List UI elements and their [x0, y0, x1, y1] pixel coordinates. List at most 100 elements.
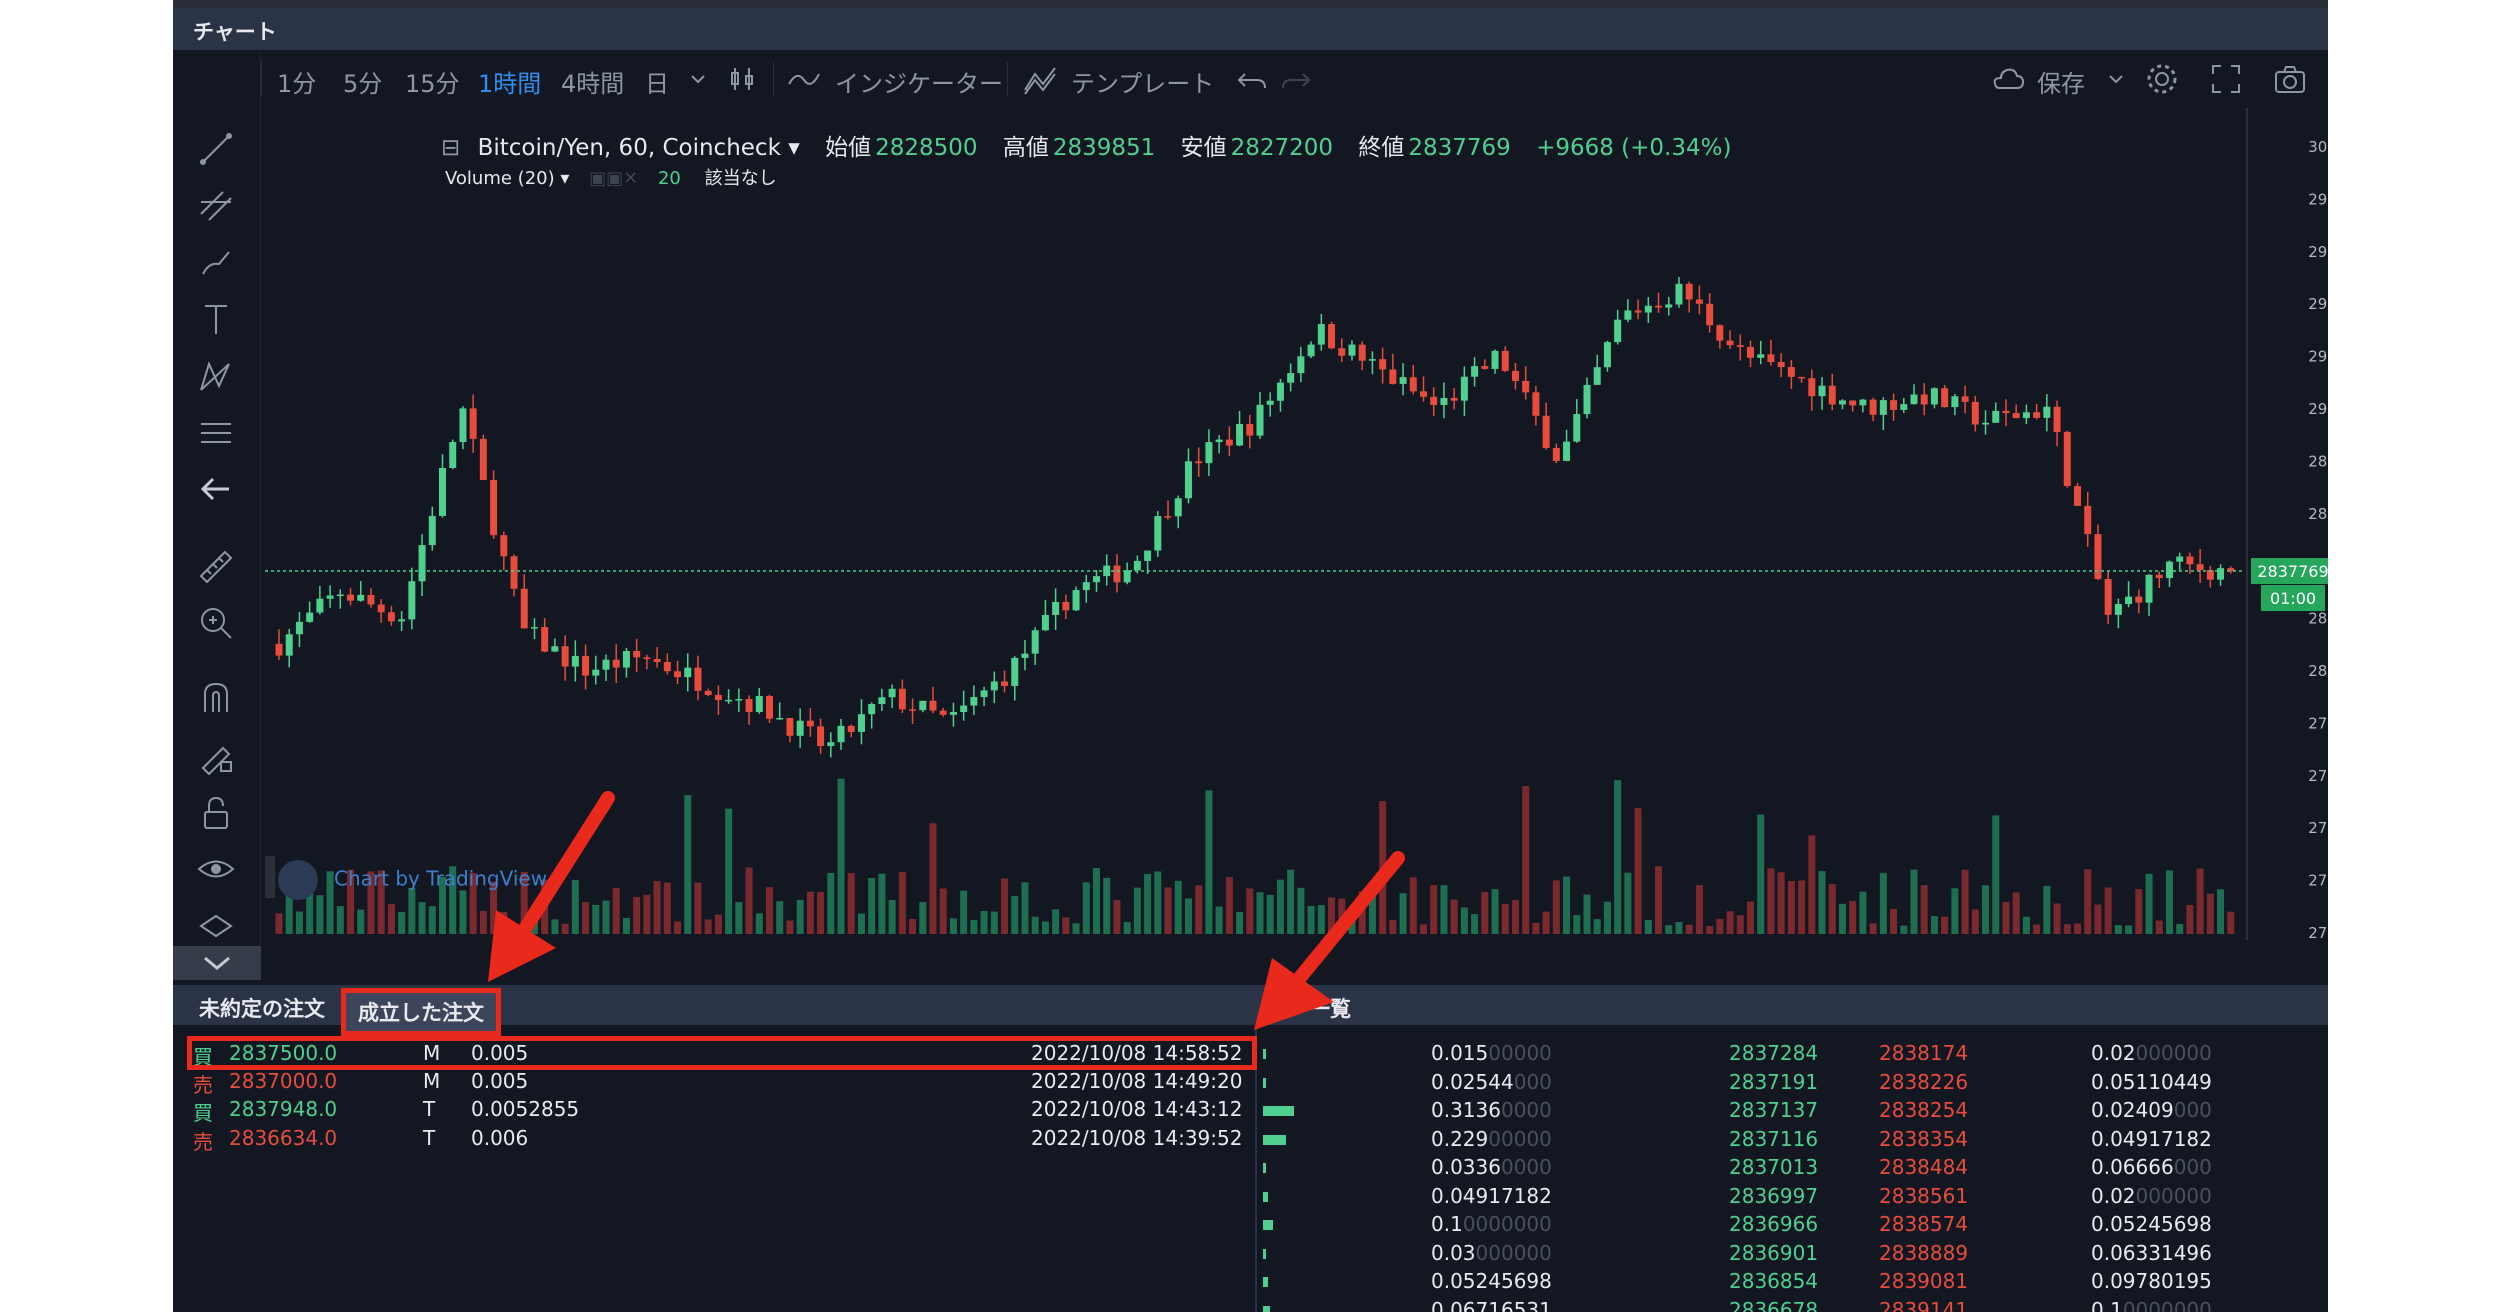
gear-icon[interactable]: [2143, 60, 2181, 98]
interval-1h[interactable]: 1時間: [478, 70, 542, 98]
order-row[interactable]: 売 2837000.0 M 0.005 2022/10/08 14:49:20: [193, 1069, 1243, 1097]
candle-body: [541, 627, 549, 652]
price-axis[interactable]: 3000000 2980000 2960000 2940000 2920000 29000…: [2308, 138, 2328, 940]
price-chart[interactable]: 3000000 2980000 2960000 2940000 2920000 29000…: [265, 108, 2328, 940]
order-book-row[interactable]: 0.03000000 2836901 2838889 0.06331496: [1263, 1241, 2323, 1269]
indicator-icon[interactable]: [785, 60, 823, 98]
bid-amount: 0.05245698: [1431, 1269, 1552, 1293]
cloud-icon[interactable]: [1989, 60, 2027, 98]
lock-drawing-icon[interactable]: [195, 734, 237, 776]
volume-bar: [1133, 887, 1141, 934]
layers-icon[interactable]: [195, 906, 237, 948]
template-icon[interactable]: [1021, 60, 1059, 98]
volume-bar: [1726, 911, 1734, 934]
candle-body: [347, 594, 355, 601]
templates-button[interactable]: テンプレート: [1071, 70, 1215, 98]
volume-bar: [1113, 900, 1121, 934]
interval-1m[interactable]: 1分: [277, 70, 317, 98]
interval-1d[interactable]: 日: [645, 70, 669, 98]
pattern-tool-icon[interactable]: [195, 356, 237, 398]
candle-body: [1011, 657, 1019, 687]
chevron-down-icon[interactable]: [2097, 60, 2135, 98]
order-row[interactable]: 売 2836634.0 T 0.006 2022/10/08 14:39:52: [193, 1126, 1243, 1154]
candle-body: [2012, 413, 2020, 419]
order-side: 売: [193, 1130, 213, 1154]
candle-body: [643, 657, 651, 659]
volume-bar: [980, 910, 988, 934]
order-book-row[interactable]: 0.22900000 2837116 2838354 0.04917182: [1263, 1127, 2323, 1155]
eye-icon[interactable]: [195, 848, 237, 890]
bid-amount: 0.06716531: [1431, 1297, 1552, 1312]
fib-tool-icon[interactable]: [195, 186, 237, 228]
interval-5m[interactable]: 5分: [343, 70, 383, 98]
order-book-row[interactable]: 0.04917182 2836997 2838561 0.02000000: [1263, 1184, 2323, 1212]
candle-body: [398, 619, 406, 622]
volume-bar: [1787, 881, 1795, 934]
candle-body: [909, 709, 917, 711]
zoom-icon[interactable]: [195, 602, 237, 644]
tradingview-watermark[interactable]: Chart by TradingView: [278, 860, 547, 900]
collapse-legend-icon[interactable]: ⊟: [441, 135, 461, 161]
order-row[interactable]: 買 2837948.0 T 0.0052855 2022/10/08 14:43…: [193, 1097, 1243, 1125]
volume-label[interactable]: Volume (20): [445, 168, 555, 189]
symbol-name[interactable]: Bitcoin/Yen, 60, Coincheck: [477, 135, 781, 161]
trend-line-icon[interactable]: [195, 128, 237, 170]
camera-icon[interactable]: [2271, 60, 2309, 98]
bid-amount-padding: 0000: [1500, 1155, 1552, 1179]
candle-body: [684, 667, 692, 678]
brush-icon[interactable]: [195, 242, 237, 284]
collapse-toolbar-icon[interactable]: [173, 946, 261, 980]
lock-icon[interactable]: [195, 792, 237, 834]
redo-icon[interactable]: [1277, 60, 1315, 98]
ruler-icon[interactable]: [195, 546, 237, 588]
candle-body: [1420, 391, 1427, 397]
volume-settings-icon[interactable]: ▣▣✕: [589, 168, 639, 189]
candle-body: [1716, 325, 1724, 341]
order-book-row[interactable]: 0.01500000 2837284 2838174 0.02000000: [1263, 1041, 2323, 1069]
order-row[interactable]: 買 2837500.0 M 0.005 2022/10/08 14:58:52: [193, 1041, 1243, 1069]
order-book-row[interactable]: 0.03360000 2837013 2838484 0.06666000: [1263, 1155, 2323, 1183]
price-tick-label: 2740000: [2308, 819, 2328, 837]
magnet-icon[interactable]: [195, 676, 237, 718]
candle-body: [1655, 305, 1663, 308]
scroll-handle[interactable]: [265, 856, 275, 898]
ask-amount: 0.06331496: [2091, 1240, 2212, 1265]
volume-bar: [2165, 870, 2173, 934]
save-button[interactable]: 保存: [2037, 70, 2085, 98]
interval-15m[interactable]: 15分: [405, 70, 460, 98]
price-tick-label: 2820000: [2308, 610, 2328, 628]
candle-body: [990, 681, 998, 691]
candle-body: [551, 646, 559, 652]
volume-dropdown-icon[interactable]: ▾: [554, 168, 570, 189]
prediction-tool-icon[interactable]: [195, 412, 237, 454]
candle-body: [755, 695, 763, 712]
indicators-button[interactable]: インジケーター: [835, 70, 1003, 98]
order-type: T: [423, 1126, 436, 1150]
symbol-dropdown-icon[interactable]: ▾: [788, 135, 800, 161]
volume-bar: [1992, 815, 2000, 934]
volume-bar: [1532, 922, 1540, 934]
tab-open-orders[interactable]: 未約定の注文: [199, 997, 325, 1021]
chart-canvas[interactable]: 3000000 2980000 2960000 2940000 2920000 29000…: [265, 108, 2328, 940]
arrow-left-icon[interactable]: [195, 468, 237, 510]
text-tool-icon[interactable]: [195, 298, 237, 340]
candle-body: [1328, 324, 1336, 349]
volume-bar: [2145, 873, 2153, 934]
order-book-row[interactable]: 0.06716531 2836678 2839141 0.10000000: [1263, 1298, 2323, 1312]
volume-bar: [2012, 892, 2020, 934]
order-book-row[interactable]: 0.31360000 2837137 2838254 0.02409000: [1263, 1098, 2323, 1126]
tab-filled-orders[interactable]: 成立した注文: [341, 988, 501, 1036]
order-book-row[interactable]: 0.02544000 2837191 2838226 0.05110449: [1263, 1070, 2323, 1098]
candle-body: [1215, 439, 1223, 443]
candles-icon[interactable]: [723, 60, 761, 98]
order-book-row[interactable]: 0.05245698 2836854 2839081 0.09780195: [1263, 1269, 2323, 1297]
interval-4h[interactable]: 4時間: [561, 70, 625, 98]
undo-icon[interactable]: [1233, 60, 1271, 98]
order-book-row[interactable]: 0.10000000 2836966 2838574 0.05245698: [1263, 1212, 2323, 1240]
toolbar-divider: [773, 62, 774, 96]
volume-bar: [439, 876, 446, 934]
chevron-down-icon[interactable]: [679, 60, 717, 98]
candle-body: [1041, 614, 1049, 631]
close-label: 終値: [1358, 135, 1405, 161]
fullscreen-icon[interactable]: [2207, 60, 2245, 98]
